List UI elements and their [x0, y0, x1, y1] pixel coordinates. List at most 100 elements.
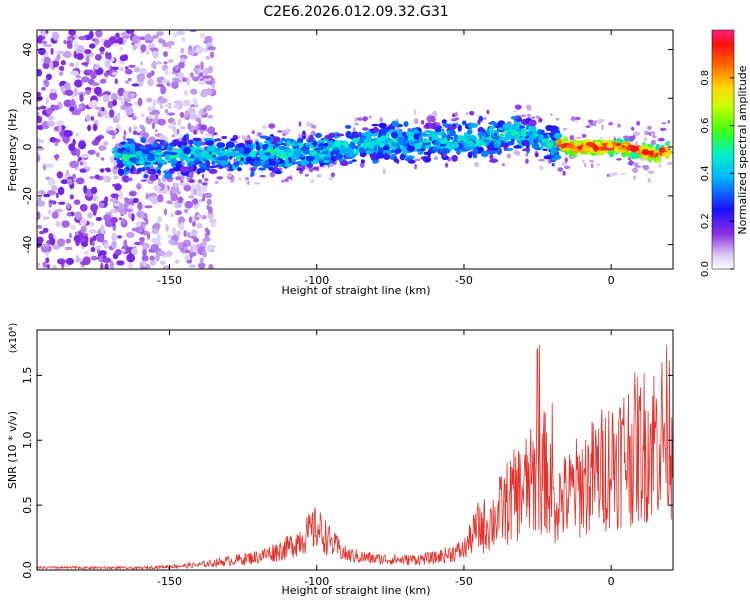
- heatmap-speckle: [95, 30, 103, 38]
- heatmap-speckle: [173, 103, 180, 109]
- heatmap-ridge-blob: [164, 172, 173, 179]
- heatmap-speckle: [382, 168, 387, 175]
- heatmap-speckle: [38, 230, 45, 235]
- heatmap-speckle: [96, 152, 100, 158]
- heatmap-speckle: [137, 201, 143, 211]
- heatmap-ridge-blob: [528, 119, 537, 127]
- heatmap-speckle: [122, 90, 131, 100]
- heatmap-speckle: [154, 113, 159, 118]
- heatmap-speckle: [37, 142, 41, 147]
- heatmap-speckle: [57, 238, 66, 247]
- heatmap-speckle: [188, 216, 193, 224]
- heatmap-speckle: [177, 196, 184, 204]
- heatmap-speckle: [667, 120, 670, 124]
- heatmap-speckle: [108, 130, 116, 136]
- heatmap-speckle: [304, 173, 309, 177]
- heatmap-speckle: [99, 168, 105, 173]
- heatmap-speckle: [190, 72, 194, 78]
- heatmap-speckle: [188, 179, 196, 183]
- heatmap-speckle: [514, 104, 522, 110]
- heatmap-speckle: [153, 184, 161, 192]
- heatmap-speckle: [124, 208, 134, 213]
- heatmap-speckle: [50, 47, 54, 55]
- heatmap-ridge-blob: [228, 147, 233, 152]
- heatmap-y-ticks: -40 -20 0 20 40: [21, 43, 673, 254]
- heatmap-ridge-blob: [511, 126, 517, 130]
- heatmap-speckle: [170, 185, 180, 193]
- heatmap-speckle: [203, 67, 210, 76]
- heatmap-speckle: [588, 160, 595, 163]
- heatmap-speckle: [69, 224, 76, 230]
- heatmap-speckle: [108, 52, 112, 61]
- heatmap-speckle: [73, 235, 81, 243]
- heatmap-speckle: [52, 244, 61, 250]
- heatmap-ridge-blob: [463, 132, 468, 140]
- heatmap-ridge-blob: [404, 134, 408, 141]
- heatmap-speckle: [198, 199, 203, 203]
- heatmap-speckle: [131, 83, 140, 87]
- heatmap-speckle: [48, 200, 57, 204]
- heatmap-ridge-blob: [554, 154, 562, 160]
- heatmap-speckle: [65, 238, 72, 244]
- heatmap-x-tick-label: 0: [608, 274, 615, 287]
- heatmap-ridge-blob: [521, 139, 530, 147]
- heatmap-ridge-blob: [531, 143, 540, 149]
- heatmap-speckle: [43, 56, 51, 64]
- heatmap-speckle: [150, 244, 159, 251]
- heatmap-ridge-blob: [189, 139, 193, 146]
- heatmap-ridge-blob: [179, 141, 188, 147]
- heatmap-ridge-blob: [532, 138, 539, 144]
- heatmap-ridge-blob: [537, 128, 541, 135]
- heatmap-speckle: [58, 124, 62, 132]
- heatmap-ridge-blob: [472, 147, 479, 154]
- heatmap-speckle: [556, 117, 560, 121]
- heatmap-speckle: [90, 255, 98, 261]
- heatmap-speckle: [188, 195, 195, 199]
- heatmap-speckle: [198, 80, 206, 85]
- heatmap-speckle: [104, 263, 109, 269]
- heatmap-speckle: [75, 75, 82, 79]
- heatmap-speckle: [650, 131, 656, 136]
- heatmap-speckle: [160, 85, 167, 95]
- heatmap-ridge-blob: [193, 140, 203, 147]
- heatmap-ridge-blob: [236, 155, 241, 162]
- heatmap-speckle: [146, 97, 153, 103]
- heatmap-ridge-blob: [557, 138, 562, 146]
- colorbar-label: Normalized spectral amplitude: [736, 65, 749, 234]
- heatmap-ridge-blob: [123, 150, 127, 155]
- heatmap-speckle: [55, 220, 61, 228]
- heatmap-speckle: [123, 201, 130, 211]
- heatmap-speckle: [67, 178, 73, 186]
- heatmap-speckle: [61, 220, 70, 228]
- heatmap-speckle: [180, 247, 185, 252]
- heatmap-ridge-blob: [641, 148, 650, 156]
- heatmap-speckle: [128, 64, 136, 68]
- heatmap-ridge-blob: [233, 161, 240, 167]
- heatmap-ridge-blob: [285, 128, 292, 132]
- heatmap-ridge-blob: [323, 142, 329, 147]
- heatmap-ridge-blob: [308, 134, 314, 141]
- heatmap-ridge-blob: [116, 148, 123, 154]
- heatmap-speckle: [88, 229, 98, 235]
- heatmap-speckle: [192, 198, 199, 205]
- heatmap-ridge-blob: [513, 145, 522, 149]
- heatmap-speckle: [164, 109, 169, 114]
- heatmap-speckle: [202, 251, 207, 258]
- heatmap-ridge-blob: [490, 122, 498, 125]
- heatmap-x-ticks: -150 -100 -50 0: [157, 30, 615, 287]
- heatmap-speckle: [132, 170, 139, 174]
- heatmap-speckle: [91, 99, 98, 107]
- heatmap-speckle: [193, 129, 198, 135]
- heatmap-speckle: [41, 30, 46, 37]
- heatmap-ridge-blob: [630, 152, 638, 160]
- heatmap-speckle: [46, 107, 53, 115]
- heatmap-speckle: [82, 232, 89, 236]
- heatmap-ridge-blob: [126, 160, 130, 165]
- heatmap-speckle: [111, 232, 118, 242]
- heatmap-speckle: [136, 183, 142, 190]
- snr-x-tick-label: -100: [304, 575, 329, 588]
- heatmap-speckle: [70, 70, 79, 76]
- heatmap-speckle: [189, 244, 194, 253]
- heatmap-speckle: [120, 67, 124, 72]
- heatmap-ridge-blob: [250, 167, 256, 172]
